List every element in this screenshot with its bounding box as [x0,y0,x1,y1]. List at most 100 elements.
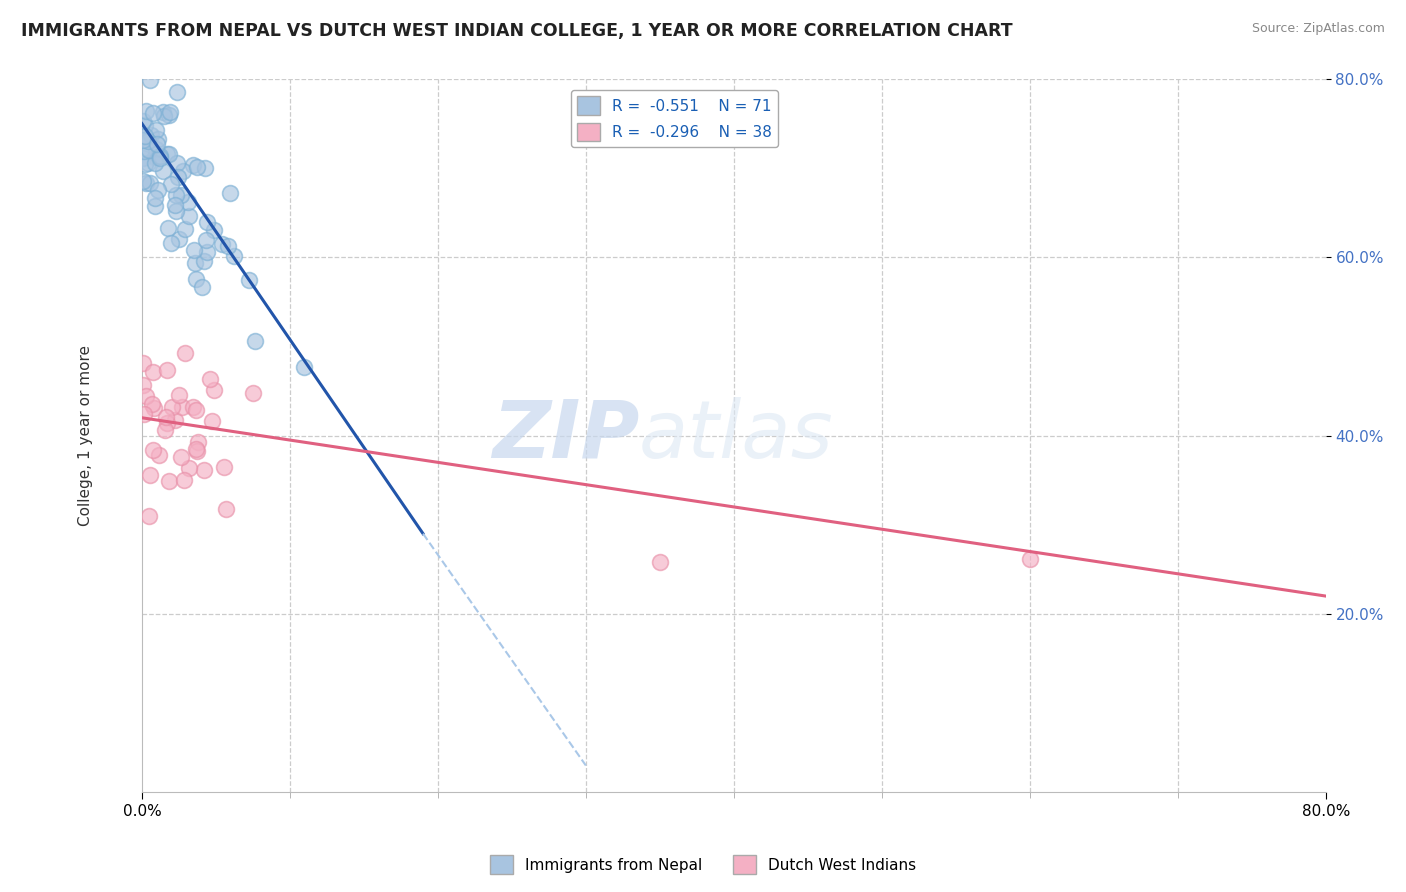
Point [136,155,159,169]
Point [163,413,186,427]
Point [242,385,264,400]
Point [141,128,163,142]
Point [143,151,166,165]
Point [170,187,193,202]
Point [131,114,153,128]
Point [135,389,157,403]
Point [186,272,208,286]
Point [142,442,165,457]
Point [145,137,167,152]
Point [193,254,215,268]
Point [173,473,195,487]
Point [174,346,197,360]
Point [145,191,167,205]
Point [134,129,156,144]
Point [148,58,170,72]
Text: atlas: atlas [640,397,834,475]
Point [138,54,160,69]
Point [202,223,225,237]
Point [134,103,156,118]
Point [167,388,190,402]
Point [184,255,207,269]
Point [215,502,238,516]
Point [648,556,671,570]
Point [177,195,200,210]
Point [179,209,201,223]
Legend: R =  -0.551    N = 71, R =  -0.296    N = 38: R = -0.551 N = 71, R = -0.296 N = 38 [571,90,779,147]
Point [149,149,172,163]
Point [148,448,170,462]
Point [157,221,180,235]
Point [166,85,188,99]
Point [141,397,163,411]
Point [143,156,166,170]
Point [157,474,180,488]
Text: Source: ZipAtlas.com: Source: ZipAtlas.com [1251,22,1385,36]
Point [152,104,174,119]
Point [160,177,183,191]
Point [1018,551,1040,566]
Point [194,233,217,247]
Point [163,198,186,212]
Point [134,157,156,171]
Point [187,434,209,449]
Point [170,401,193,415]
Point [153,424,176,438]
Point [194,161,217,176]
Point [132,144,155,158]
Point [132,133,155,147]
Point [159,235,181,250]
Point [195,244,218,259]
Point [193,463,215,477]
Point [186,442,208,456]
Point [201,414,224,428]
Point [156,147,179,161]
Point [139,73,162,87]
Point [195,215,218,229]
Point [238,273,260,287]
Point [145,122,167,136]
Point [165,188,187,202]
Point [156,416,179,430]
Point [148,183,170,197]
Text: IMMIGRANTS FROM NEPAL VS DUTCH WEST INDIAN COLLEGE, 1 YEAR OR MORE CORRELATION C: IMMIGRANTS FROM NEPAL VS DUTCH WEST INDI… [21,22,1012,40]
Point [156,362,179,376]
Point [131,151,153,165]
Point [166,156,188,170]
Point [292,359,315,374]
Point [138,143,160,157]
Point [211,237,233,252]
Point [181,158,204,172]
Point [224,249,246,263]
Point [145,142,167,156]
Point [142,106,165,120]
Point [142,401,165,416]
Point [157,146,180,161]
Point [162,400,184,414]
Point [219,186,242,200]
Point [186,160,208,174]
Point [157,108,180,122]
Point [198,372,221,386]
Point [172,164,194,178]
Point [146,131,169,145]
Point [153,109,176,123]
Text: ZIP: ZIP [492,397,640,475]
Point [183,243,205,257]
Point [135,177,157,191]
Point [186,443,208,458]
Point [134,407,156,421]
Point [159,105,181,120]
Point [132,356,155,370]
Point [177,461,200,475]
Point [138,508,160,523]
Point [142,365,165,379]
Point [139,467,162,482]
Point [202,383,225,397]
Point [155,410,177,425]
Point [170,450,193,464]
Point [245,334,267,348]
Legend: Immigrants from Nepal, Dutch West Indians: Immigrants from Nepal, Dutch West Indian… [484,849,922,880]
Point [132,174,155,188]
Point [136,134,159,148]
